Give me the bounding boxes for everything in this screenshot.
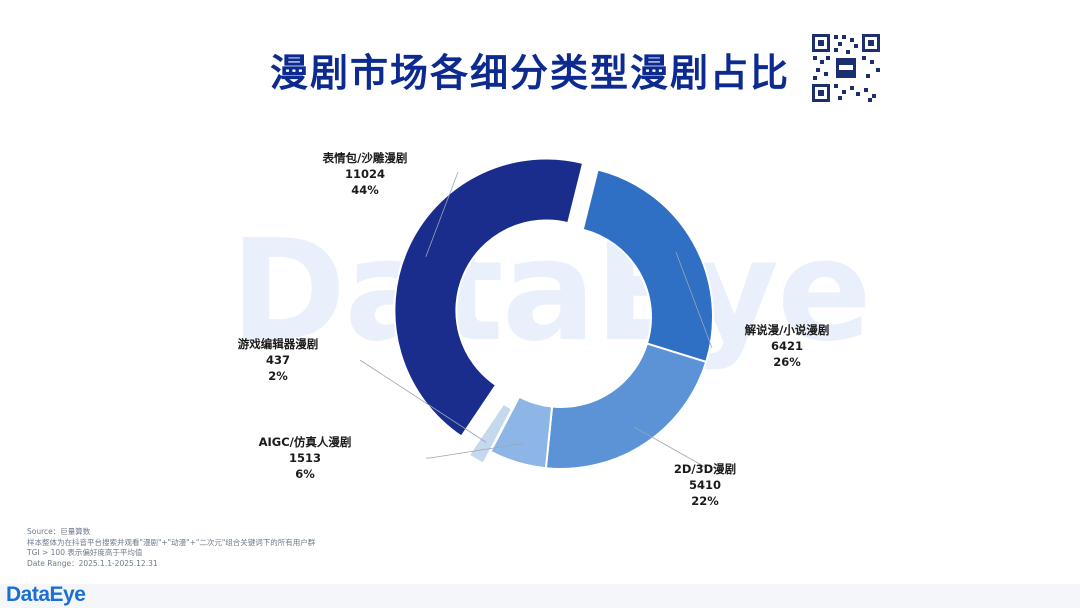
label-percent: 22% [691,494,719,508]
label-percent: 44% [351,183,379,197]
footer-bar [0,584,1080,608]
label-percent: 26% [773,355,801,369]
donut-slice-2 [544,342,708,470]
source-line: TGI > 100 表示偏好度高于平均值 [27,548,143,557]
donut-slice-1 [581,168,714,364]
leader-line-2 [633,426,706,468]
label-name: 表情包/沙雕漫剧 [322,151,408,165]
source-line: 样本整体为在抖音平台搜索并观看"漫剧"+"动漫"+"二次元"组合关键词下的所有用… [27,537,316,547]
leader-line-1 [675,252,713,349]
data-label-表情包: 表情包/沙雕漫剧 11024 44% [300,150,430,198]
qr-code-icon [810,32,882,104]
label-value: 5410 [688,478,721,492]
label-value: 11024 [344,167,385,181]
data-label-2d3d: 2D/3D漫剧 5410 22% [640,461,770,509]
label-percent: 2% [268,369,288,383]
label-name: 解说漫/小说漫剧 [744,323,830,337]
donut-slice-4 [467,402,514,466]
leader-line-3 [426,443,524,459]
label-name: AIGC/仿真人漫剧 [258,435,352,449]
donut-slice-0 [393,157,585,438]
label-value: 437 [265,353,290,367]
source-note: Source：巨量算数 样本整体为在抖音平台搜索并观看"漫剧"+"动漫"+"二次… [27,527,315,569]
source-line: Date Range：2025.1.1-2025.12.31 [27,558,158,568]
data-label-解说漫: 解说漫/小说漫剧 6421 26% [722,322,852,370]
source-line: Source：巨量算数 [27,527,91,536]
page-title: 漫剧市场各细分类型漫剧占比 [269,51,790,95]
leader-line-4 [359,359,487,443]
label-value: 1513 [288,451,321,465]
dataeye-logo: DataEye [6,583,86,606]
label-name: 2D/3D漫剧 [673,462,737,476]
data-label-aigc: AIGC/仿真人漫剧 1513 6% [240,434,370,482]
leader-line-0 [425,171,459,257]
label-percent: 6% [295,467,315,481]
data-label-游戏编辑器: 游戏编辑器漫剧 437 2% [213,336,343,384]
label-value: 6421 [770,339,803,353]
label-name: 游戏编辑器漫剧 [237,337,319,351]
